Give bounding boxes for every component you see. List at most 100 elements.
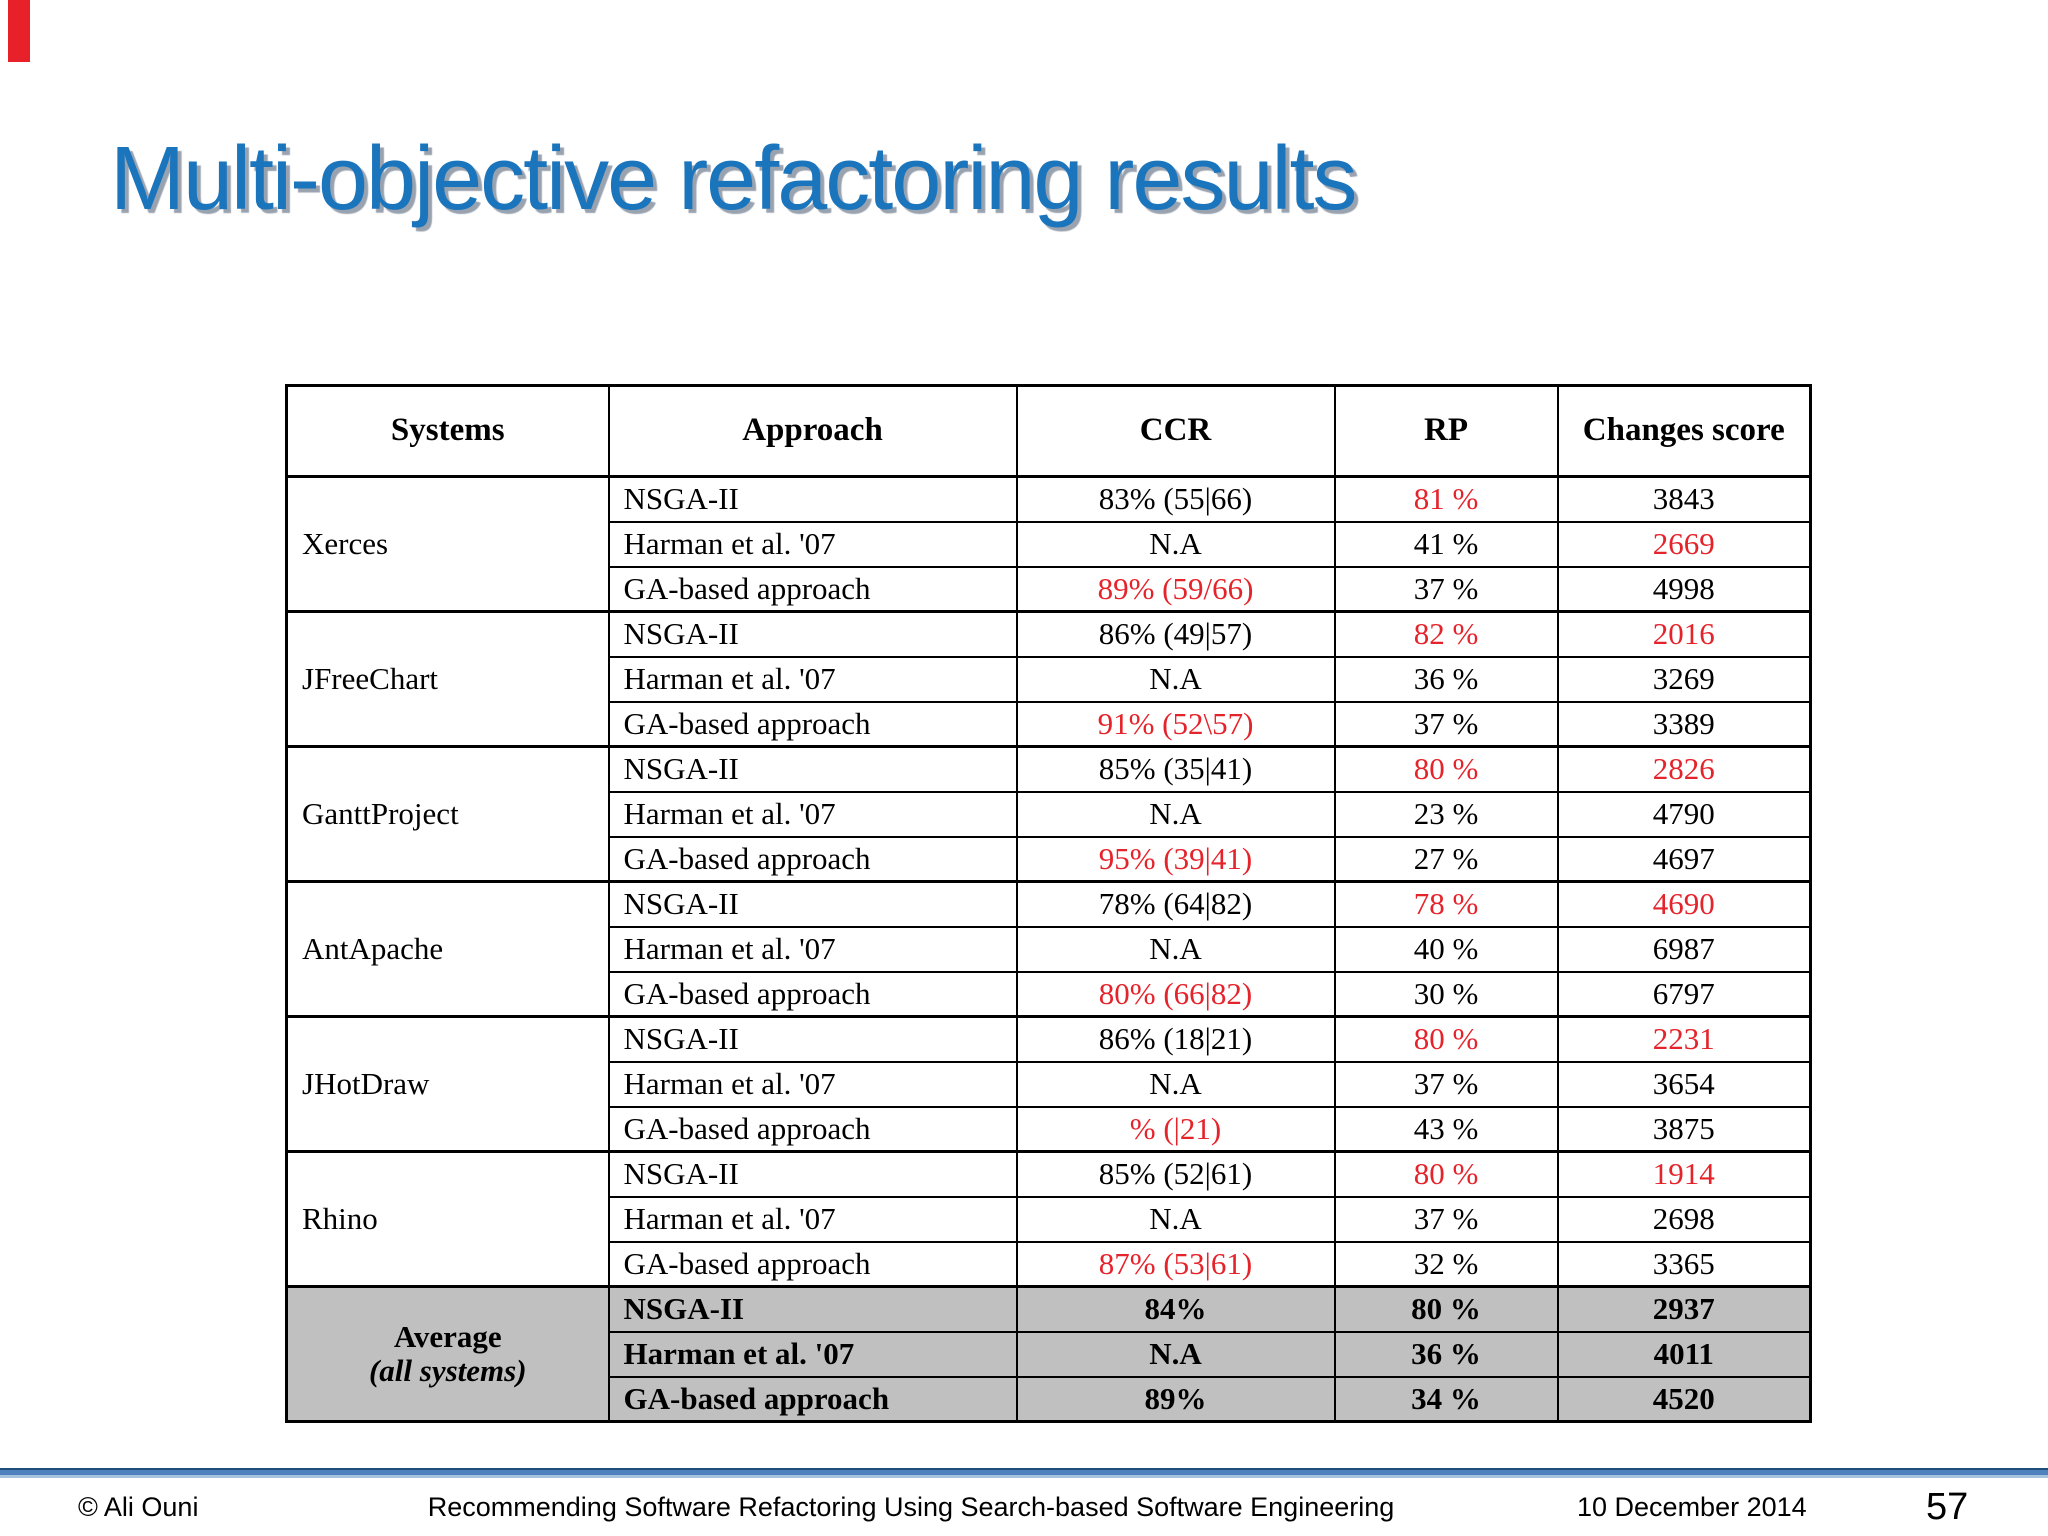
changes-score-cell: 2231 bbox=[1556, 1015, 1812, 1063]
changes-score-cell: 4520 bbox=[1556, 1375, 1812, 1423]
rp-cell: 82 % bbox=[1333, 610, 1559, 658]
ccr-cell: N.A bbox=[1015, 925, 1336, 973]
average-label-line2: (all systems) bbox=[368, 1353, 527, 1388]
approach-cell: GA-based approach bbox=[607, 970, 1018, 1018]
changes-score-cell: 6987 bbox=[1556, 925, 1812, 973]
ccr-cell: 85% (52|61) bbox=[1015, 1150, 1336, 1198]
table-row: Harman et al. '07 N.A 41 % 2669 bbox=[287, 520, 1812, 568]
col-header-ccr: CCR bbox=[1015, 384, 1336, 478]
average-label-line1: Average bbox=[393, 1318, 502, 1354]
changes-score-cell: 4697 bbox=[1556, 835, 1812, 883]
table-row: Harman et al. '07 N.A 37 % 3654 bbox=[287, 1060, 1812, 1108]
table-row: GA-based approach 95% (39|41) 27 % 4697 bbox=[287, 835, 1812, 883]
rp-cell: 43 % bbox=[1333, 1105, 1559, 1153]
average-row: Harman et al. '07 N.A 36 % 4011 bbox=[287, 1330, 1812, 1378]
ccr-cell: 86% (49|57) bbox=[1015, 610, 1336, 658]
changes-score-cell: 6797 bbox=[1556, 970, 1812, 1018]
changes-score-cell: 4011 bbox=[1556, 1330, 1812, 1378]
average-row: Average (all systems) NSGA-II 84% 80 % 2937 bbox=[285, 1285, 1812, 1423]
approach-cell: NSGA-II bbox=[607, 1015, 1018, 1063]
changes-score-cell: 3654 bbox=[1556, 1060, 1812, 1108]
table-body: Xerces NSGA-II 83% (55|66) 81 % 3843 Harman e… bbox=[285, 475, 1812, 1423]
approach-cell: Harman et al. '07 bbox=[607, 655, 1018, 703]
system-cell: GanttProject bbox=[285, 745, 610, 883]
ccr-cell: 83% (55|66) bbox=[1015, 475, 1336, 523]
approach-cell: GA-based approach bbox=[607, 565, 1018, 613]
approach-cell: Harman et al. '07 bbox=[607, 520, 1018, 568]
col-header-changes-score: Changes score bbox=[1556, 384, 1812, 478]
changes-score-cell: 3875 bbox=[1556, 1105, 1812, 1153]
changes-score-cell: 4690 bbox=[1556, 880, 1812, 928]
ccr-cell: N.A bbox=[1015, 790, 1336, 838]
ccr-cell: 95% (39|41) bbox=[1015, 835, 1336, 883]
changes-score-cell: 3843 bbox=[1556, 475, 1812, 523]
ccr-cell: N.A bbox=[1015, 520, 1336, 568]
average-label-cell: Average (all systems) bbox=[285, 1285, 610, 1423]
approach-cell: Harman et al. '07 bbox=[607, 1060, 1018, 1108]
table-row: GA-based approach 91% (52\57) 37 % 3389 bbox=[287, 700, 1812, 748]
approach-cell: GA-based approach bbox=[607, 700, 1018, 748]
changes-score-cell: 2016 bbox=[1556, 610, 1812, 658]
ccr-cell: N.A bbox=[1015, 1330, 1336, 1378]
header-row: Systems Approach CCR RP Changes score bbox=[285, 384, 1812, 478]
approach-cell: NSGA-II bbox=[607, 1285, 1018, 1333]
rp-cell: 81 % bbox=[1333, 475, 1559, 523]
system-cell: Xerces bbox=[285, 475, 610, 613]
ccr-cell: 78% (64|82) bbox=[1015, 880, 1336, 928]
ccr-cell: 85% (35|41) bbox=[1015, 745, 1336, 793]
approach-cell: NSGA-II bbox=[607, 880, 1018, 928]
approach-cell: GA-based approach bbox=[607, 1240, 1018, 1288]
table-row: GanttProject NSGA-II 85% (35|41) 80 % 2826 bbox=[285, 745, 1812, 883]
ccr-cell: N.A bbox=[1015, 1195, 1336, 1243]
footer-page-number: 57 bbox=[1926, 1486, 1969, 1528]
changes-score-cell: 3269 bbox=[1556, 655, 1812, 703]
approach-cell: Harman et al. '07 bbox=[607, 925, 1018, 973]
approach-cell: NSGA-II bbox=[607, 610, 1018, 658]
footer-divider bbox=[0, 1468, 2048, 1478]
rp-cell: 23 % bbox=[1333, 790, 1559, 838]
approach-cell: GA-based approach bbox=[607, 835, 1018, 883]
system-cell: JHotDraw bbox=[285, 1015, 610, 1153]
table-row: JHotDraw NSGA-II 86% (18|21) 80 % 2231 bbox=[285, 1015, 1812, 1153]
rp-cell: 30 % bbox=[1333, 970, 1559, 1018]
changes-score-cell: 3389 bbox=[1556, 700, 1812, 748]
col-header-systems: Systems bbox=[285, 384, 610, 478]
approach-cell: NSGA-II bbox=[607, 1150, 1018, 1198]
footer: © Ali Ouni Recommending Software Refacto… bbox=[0, 1486, 2048, 1532]
table-row: Harman et al. '07 N.A 23 % 4790 bbox=[287, 790, 1812, 838]
footer-copyright: © Ali Ouni bbox=[78, 1492, 199, 1522]
rp-cell: 80 % bbox=[1333, 1150, 1559, 1198]
ccr-cell: 89% bbox=[1015, 1375, 1336, 1423]
changes-score-cell: 4998 bbox=[1556, 565, 1812, 613]
rp-cell: 37 % bbox=[1333, 1060, 1559, 1108]
rp-cell: 80 % bbox=[1333, 1015, 1559, 1063]
changes-score-cell: 4790 bbox=[1556, 790, 1812, 838]
results-table: Systems Approach CCR RP Changes score Xe… bbox=[285, 384, 1812, 1423]
changes-score-cell: 1914 bbox=[1556, 1150, 1812, 1198]
slide-title: Multi-objective refactoring results bbox=[110, 129, 1358, 229]
rp-cell: 78 % bbox=[1333, 880, 1559, 928]
approach-cell: Harman et al. '07 bbox=[607, 1195, 1018, 1243]
table-row: Xerces NSGA-II 83% (55|66) 81 % 3843 bbox=[285, 475, 1812, 613]
ccr-cell: 80% (66|82) bbox=[1015, 970, 1336, 1018]
rp-cell: 37 % bbox=[1333, 700, 1559, 748]
approach-cell: NSGA-II bbox=[607, 475, 1018, 523]
col-header-rp: RP bbox=[1333, 384, 1559, 478]
red-accent-bar bbox=[8, 0, 30, 62]
table-row: Harman et al. '07 N.A 40 % 6987 bbox=[287, 925, 1812, 973]
rp-cell: 37 % bbox=[1333, 565, 1559, 613]
rp-cell: 80 % bbox=[1333, 1285, 1559, 1333]
rp-cell: 32 % bbox=[1333, 1240, 1559, 1288]
ccr-cell: 87% (53|61) bbox=[1015, 1240, 1336, 1288]
table-row: Harman et al. '07 N.A 36 % 3269 bbox=[287, 655, 1812, 703]
approach-cell: GA-based approach bbox=[607, 1105, 1018, 1153]
system-cell: AntApache bbox=[285, 880, 610, 1018]
rp-cell: 80 % bbox=[1333, 745, 1559, 793]
ccr-cell: 84% bbox=[1015, 1285, 1336, 1333]
table-row: JFreeChart NSGA-II 86% (49|57) 82 % 2016 bbox=[285, 610, 1812, 748]
rp-cell: 36 % bbox=[1333, 655, 1559, 703]
ccr-cell: % (|21) bbox=[1015, 1105, 1336, 1153]
table-row: GA-based approach 87% (53|61) 32 % 3365 bbox=[287, 1240, 1812, 1288]
approach-cell: Harman et al. '07 bbox=[607, 790, 1018, 838]
